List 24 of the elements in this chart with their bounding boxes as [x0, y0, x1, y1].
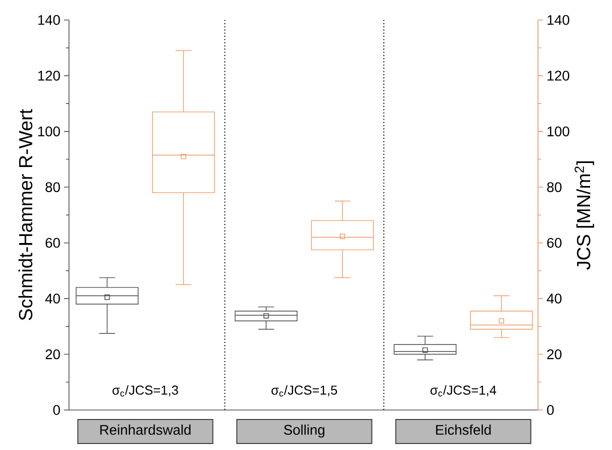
y-tick-label: 80 — [46, 182, 60, 192]
annotation: σ$_{c}$/JCS=1,4 — [430, 385, 496, 396]
y2-tick-label: 0 — [547, 405, 554, 415]
y-tick-label: 120 — [38, 70, 60, 81]
y2-tick-label: 40 — [546, 294, 562, 304]
y-axis-title: Schmidt-Hammer R-Wert — [18, 109, 32, 320]
y-tick-label: 140 — [38, 15, 60, 25]
y2-tick-label: 140 — [548, 15, 570, 25]
y-tick-label: 40 — [45, 294, 60, 304]
y-tick-label: 100 — [38, 126, 60, 136]
y2-tick-label: 100 — [548, 126, 570, 136]
annotation: σ$_{c}$/JCS=1,5 — [272, 385, 338, 396]
y-tick-label: 0 — [53, 405, 60, 415]
annotation: σ$_{c}$/JCS=1,3 — [112, 385, 178, 396]
y2-tick-label: 120 — [548, 70, 570, 81]
y2-tick-label: 20 — [547, 349, 562, 360]
x-tick-label: Reinhardswald — [100, 424, 191, 435]
x-tick-label: Eichsfeld — [436, 424, 491, 435]
x-tick-label: Solling — [284, 424, 324, 438]
y2-tick-label: 80 — [547, 182, 562, 192]
y-tick-label: 20 — [46, 349, 60, 360]
y2-axis-title: JCS [MN/m$^{2}$] — [574, 161, 594, 270]
y2-tick-label: 60 — [547, 238, 562, 248]
y-tick-label: 60 — [46, 238, 60, 248]
